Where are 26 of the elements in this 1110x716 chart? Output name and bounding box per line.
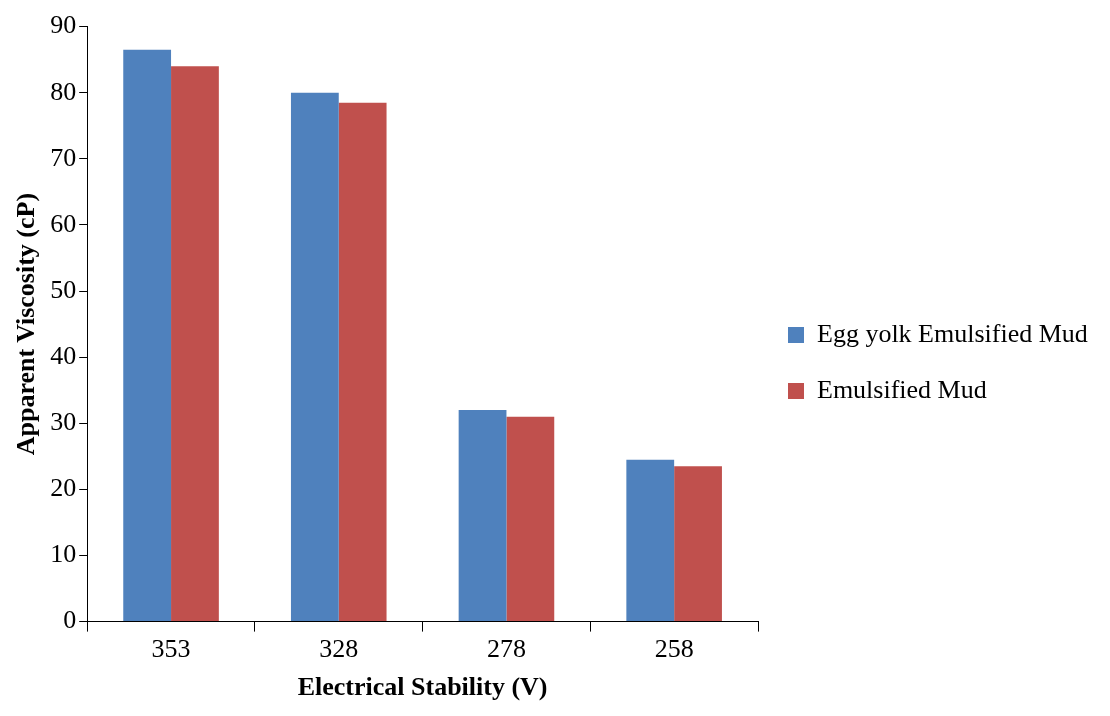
y-tick-label: 60: [50, 208, 77, 238]
bar: [626, 459, 675, 622]
bar: [123, 49, 172, 622]
y-tick-label: 20: [50, 473, 77, 503]
bar: [290, 92, 339, 622]
y-tick-label: 30: [50, 407, 77, 437]
y-tick-label: 70: [50, 142, 77, 172]
bar: [338, 102, 387, 622]
x-tick-label: 353: [151, 634, 191, 664]
y-tick-label: 40: [50, 340, 77, 370]
y-tick-label: 50: [50, 274, 77, 304]
x-tick-label: 328: [319, 634, 359, 664]
bar: [674, 466, 722, 622]
legend-label: Emulsified Mud: [817, 374, 987, 404]
y-tick-label: 80: [50, 76, 77, 106]
bar: [458, 410, 507, 622]
y-tick-label: 10: [50, 539, 77, 569]
bar: [506, 416, 555, 622]
x-tick-label: 258: [654, 634, 694, 664]
y-tick-label: 0: [63, 605, 77, 635]
y-axis-title: Apparent Viscosity (cP): [11, 192, 41, 456]
y-tick-label: 90: [50, 10, 77, 40]
x-axis-title: Electrical Stability (V): [297, 672, 548, 702]
x-tick-label: 278: [486, 634, 526, 664]
bar: [171, 66, 219, 622]
legend-label: Egg yolk Emulsified Mud: [817, 318, 1088, 348]
